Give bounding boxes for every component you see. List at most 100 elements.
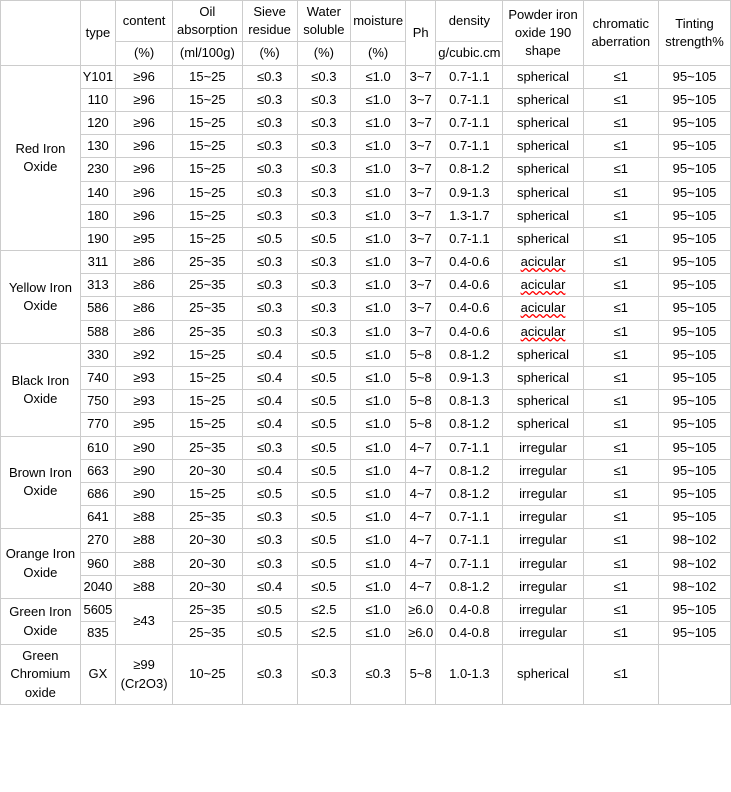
cell-shape: irregular bbox=[503, 529, 583, 552]
cell-shape: spherical bbox=[503, 88, 583, 111]
cell-type: 230 bbox=[80, 158, 115, 181]
cell-moisture: ≤1.0 bbox=[351, 135, 406, 158]
cell-ph: 5~8 bbox=[406, 390, 436, 413]
cell-tint: 95~105 bbox=[659, 413, 731, 436]
cell-content: ≥88 bbox=[116, 506, 173, 529]
cell-shape: acicular bbox=[503, 274, 583, 297]
table-row: 663≥9020~30≤0.4≤0.5≤1.04~70.8-1.2irregul… bbox=[1, 459, 731, 482]
cell-oil: 15~25 bbox=[173, 65, 243, 88]
cell-water: ≤0.3 bbox=[297, 158, 351, 181]
cell-oil: 15~25 bbox=[173, 413, 243, 436]
cell-type: 586 bbox=[80, 297, 115, 320]
table-row: 140≥9615~25≤0.3≤0.3≤1.03~70.9-1.3spheric… bbox=[1, 181, 731, 204]
cell-oil: 25~35 bbox=[173, 297, 243, 320]
cell-sieve: ≤0.3 bbox=[242, 645, 297, 705]
group-name: Orange Iron Oxide bbox=[1, 529, 81, 599]
cell-type: 270 bbox=[80, 529, 115, 552]
cell-water: ≤2.5 bbox=[297, 622, 351, 645]
header-moisture-unit: (%) bbox=[351, 42, 406, 65]
cell-moisture: ≤1.0 bbox=[351, 320, 406, 343]
header-moisture: moisture bbox=[351, 1, 406, 42]
cell-sieve: ≤0.3 bbox=[242, 135, 297, 158]
cell-content: ≥96 bbox=[116, 204, 173, 227]
cell-density: 0.7-1.1 bbox=[436, 227, 503, 250]
cell-shape: irregular bbox=[503, 552, 583, 575]
cell-tint: 95~105 bbox=[659, 367, 731, 390]
cell-sieve: ≤0.5 bbox=[242, 622, 297, 645]
cell-type: GX bbox=[80, 645, 115, 705]
cell-sieve: ≤0.3 bbox=[242, 181, 297, 204]
table-row: Yellow Iron Oxide311≥8625~35≤0.3≤0.3≤1.0… bbox=[1, 251, 731, 274]
header-water-unit: (%) bbox=[297, 42, 351, 65]
cell-moisture: ≤1.0 bbox=[351, 506, 406, 529]
cell-sieve: ≤0.5 bbox=[242, 598, 297, 621]
cell-water: ≤0.5 bbox=[297, 506, 351, 529]
cell-ph: 3~7 bbox=[406, 204, 436, 227]
cell-sieve: ≤0.3 bbox=[242, 251, 297, 274]
cell-type: 313 bbox=[80, 274, 115, 297]
cell-density: 0.8-1.2 bbox=[436, 459, 503, 482]
cell-oil: 15~25 bbox=[173, 158, 243, 181]
cell-density: 0.8-1.2 bbox=[436, 158, 503, 181]
cell-tint: 95~105 bbox=[659, 181, 731, 204]
cell-density: 0.7-1.1 bbox=[436, 65, 503, 88]
cell-moisture: ≤1.0 bbox=[351, 413, 406, 436]
cell-tint: 95~105 bbox=[659, 135, 731, 158]
cell-density: 0.7-1.1 bbox=[436, 135, 503, 158]
cell-type: 770 bbox=[80, 413, 115, 436]
cell-moisture: ≤1.0 bbox=[351, 575, 406, 598]
cell-water: ≤0.5 bbox=[297, 552, 351, 575]
cell-shape: spherical bbox=[503, 227, 583, 250]
cell-ph: 3~7 bbox=[406, 251, 436, 274]
header-chromatic: chromatic aberration bbox=[583, 1, 658, 66]
cell-shape: irregular bbox=[503, 598, 583, 621]
table-row: Red Iron OxideY101≥9615~25≤0.3≤0.3≤1.03~… bbox=[1, 65, 731, 88]
cell-tint: 95~105 bbox=[659, 436, 731, 459]
cell-moisture: ≤1.0 bbox=[351, 204, 406, 227]
group-name: Brown Iron Oxide bbox=[1, 436, 81, 529]
cell-chrom: ≤1 bbox=[583, 552, 658, 575]
cell-density: 0.8-1.2 bbox=[436, 482, 503, 505]
cell-tint: 95~105 bbox=[659, 343, 731, 366]
cell-chrom: ≤1 bbox=[583, 367, 658, 390]
cell-tint: 98~102 bbox=[659, 529, 731, 552]
cell-tint: 95~105 bbox=[659, 390, 731, 413]
cell-water: ≤0.5 bbox=[297, 367, 351, 390]
cell-type: 2040 bbox=[80, 575, 115, 598]
cell-type: 190 bbox=[80, 227, 115, 250]
cell-oil: 25~35 bbox=[173, 506, 243, 529]
cell-ph: 3~7 bbox=[406, 297, 436, 320]
cell-sieve: ≤0.4 bbox=[242, 459, 297, 482]
header-oil: Oil absorption bbox=[173, 1, 243, 42]
cell-ph: 4~7 bbox=[406, 436, 436, 459]
cell-shape: spherical bbox=[503, 65, 583, 88]
cell-moisture: ≤1.0 bbox=[351, 297, 406, 320]
group-name: Black Iron Oxide bbox=[1, 343, 81, 436]
header-blank bbox=[1, 1, 81, 66]
cell-moisture: ≤1.0 bbox=[351, 181, 406, 204]
cell-density: 0.4-0.6 bbox=[436, 274, 503, 297]
cell-chrom: ≤1 bbox=[583, 65, 658, 88]
cell-ph: 3~7 bbox=[406, 158, 436, 181]
table-row: 750≥9315~25≤0.4≤0.5≤1.05~80.8-1.3spheric… bbox=[1, 390, 731, 413]
cell-content: ≥86 bbox=[116, 320, 173, 343]
cell-tint: 95~105 bbox=[659, 111, 731, 134]
table-row: Green Iron Oxide5605≥4325~35≤0.5≤2.5≤1.0… bbox=[1, 598, 731, 621]
cell-density: 1.0-1.3 bbox=[436, 645, 503, 705]
cell-density: 0.7-1.1 bbox=[436, 88, 503, 111]
cell-moisture: ≤1.0 bbox=[351, 622, 406, 645]
cell-oil: 20~30 bbox=[173, 552, 243, 575]
cell-ph: 5~8 bbox=[406, 645, 436, 705]
cell-water: ≤0.5 bbox=[297, 459, 351, 482]
table-row: 588≥8625~35≤0.3≤0.3≤1.03~70.4-0.6acicula… bbox=[1, 320, 731, 343]
cell-moisture: ≤1.0 bbox=[351, 65, 406, 88]
cell-water: ≤0.5 bbox=[297, 343, 351, 366]
cell-sieve: ≤0.3 bbox=[242, 274, 297, 297]
cell-type: 835 bbox=[80, 622, 115, 645]
cell-content: ≥86 bbox=[116, 274, 173, 297]
cell-moisture: ≤1.0 bbox=[351, 482, 406, 505]
cell-content: ≥93 bbox=[116, 367, 173, 390]
cell-oil: 15~25 bbox=[173, 135, 243, 158]
cell-oil: 20~30 bbox=[173, 459, 243, 482]
cell-sieve: ≤0.3 bbox=[242, 297, 297, 320]
